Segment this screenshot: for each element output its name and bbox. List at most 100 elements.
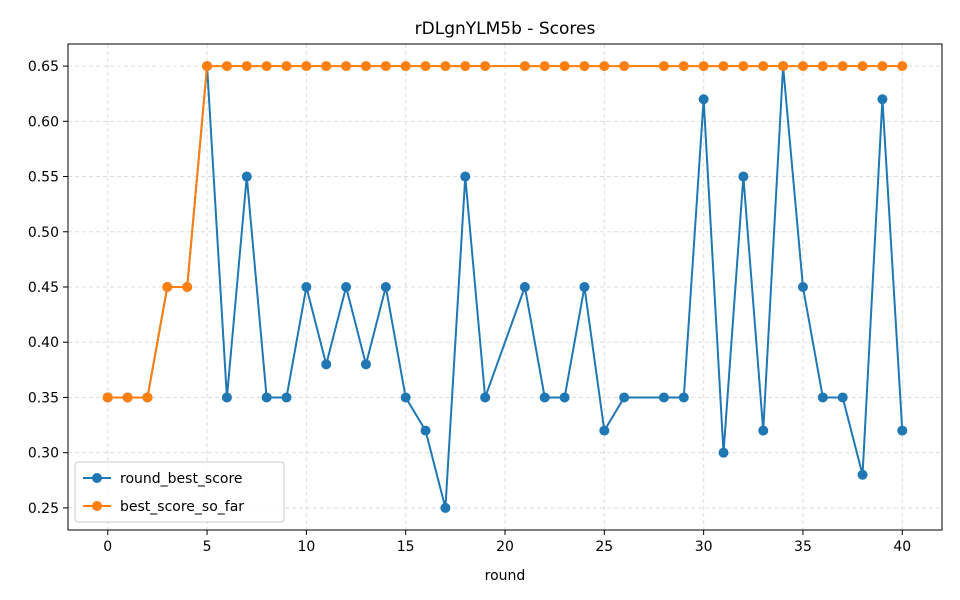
chart-title: rDLgnYLM5b - Scores — [415, 19, 596, 39]
legend-item: round_best_score — [83, 471, 243, 487]
data-point — [758, 425, 769, 436]
data-point — [599, 425, 610, 436]
data-point — [241, 61, 252, 72]
data-point — [301, 282, 312, 292]
data-point — [738, 171, 749, 182]
data-point — [678, 392, 689, 403]
data-point — [599, 61, 610, 72]
x-tick-label: 20 — [496, 539, 514, 555]
axes: 0 5 10 15 20 25 30 35 40 0.25 0.30 0.35 0.40 0.45 0.50… — [28, 59, 911, 555]
data-point — [261, 61, 272, 72]
data-point — [122, 392, 133, 403]
data-point — [221, 61, 232, 72]
data-point — [658, 61, 669, 72]
data-point — [559, 61, 570, 72]
data-point — [360, 359, 371, 370]
data-point — [162, 282, 173, 292]
legend-label: round_best_score — [120, 471, 243, 487]
data-point — [897, 425, 908, 436]
data-point — [440, 61, 451, 72]
y-tick-label: 0.35 — [28, 390, 59, 406]
data-point — [619, 61, 630, 72]
data-point — [142, 392, 153, 403]
data-point — [202, 61, 213, 72]
legend-marker — [92, 473, 102, 483]
data-point — [718, 61, 729, 72]
data-point — [221, 392, 232, 403]
data-point — [698, 94, 709, 105]
data-point — [460, 61, 471, 72]
x-axis-label: round — [485, 568, 526, 584]
data-point — [102, 392, 113, 403]
data-point — [897, 61, 908, 72]
data-point — [241, 171, 252, 182]
data-point — [678, 61, 689, 72]
data-point — [559, 392, 570, 403]
data-point — [837, 61, 848, 72]
data-point — [360, 61, 371, 72]
y-tick-label: 0.40 — [28, 335, 59, 351]
data-point — [321, 359, 332, 370]
data-point — [539, 61, 550, 72]
data-point — [837, 392, 848, 403]
y-tick-label: 0.45 — [28, 280, 59, 296]
data-point — [658, 392, 669, 403]
data-point — [519, 282, 530, 292]
data-point — [718, 447, 729, 458]
y-tick-label: 0.25 — [28, 501, 59, 517]
data-point — [341, 282, 352, 292]
data-point — [857, 61, 868, 72]
x-tick-label: 0 — [103, 539, 112, 555]
data-point — [321, 61, 332, 72]
data-point — [519, 61, 530, 72]
data-point — [440, 502, 451, 513]
data-point — [301, 61, 312, 72]
y-tick-label: 0.50 — [28, 225, 59, 241]
data-point — [380, 61, 391, 72]
data-point — [400, 61, 411, 72]
y-tick-label: 0.65 — [28, 59, 59, 75]
x-tick-label: 15 — [397, 539, 415, 555]
x-tick-label: 5 — [203, 539, 212, 555]
data-point — [877, 61, 888, 72]
data-point — [778, 61, 789, 72]
x-tick-label: 40 — [893, 539, 911, 555]
data-point — [281, 392, 292, 403]
legend-box — [74, 461, 285, 523]
data-point — [797, 61, 808, 72]
data-point — [400, 392, 411, 403]
data-point — [420, 425, 431, 436]
y-tick-label: 0.60 — [28, 114, 59, 130]
data-point — [579, 61, 590, 72]
data-point — [738, 61, 749, 72]
data-point — [579, 282, 590, 292]
data-point — [817, 392, 828, 403]
data-point — [281, 61, 292, 72]
legend-marker — [92, 501, 102, 511]
data-point — [817, 61, 828, 72]
legend: round_best_score best_score_so_far — [74, 461, 285, 523]
data-point — [460, 171, 471, 182]
data-point — [480, 392, 491, 403]
data-point — [797, 282, 808, 292]
y-tick-label: 0.55 — [28, 170, 59, 186]
data-point — [877, 94, 888, 105]
x-tick-label: 10 — [297, 539, 315, 555]
series-best-score-so-far — [102, 61, 908, 403]
legend-item: best_score_so_far — [83, 499, 244, 515]
data-point — [539, 392, 550, 403]
data-point — [420, 61, 431, 72]
data-point — [182, 282, 193, 292]
series-layer — [102, 61, 908, 513]
data-point — [380, 282, 391, 292]
data-point — [857, 469, 868, 480]
data-point — [341, 61, 352, 72]
data-point — [261, 392, 272, 403]
data-point — [619, 392, 630, 403]
data-point — [480, 61, 491, 72]
x-tick-label: 30 — [695, 539, 713, 555]
data-point — [758, 61, 769, 72]
x-tick-label: 25 — [595, 539, 613, 555]
data-point — [698, 61, 709, 72]
